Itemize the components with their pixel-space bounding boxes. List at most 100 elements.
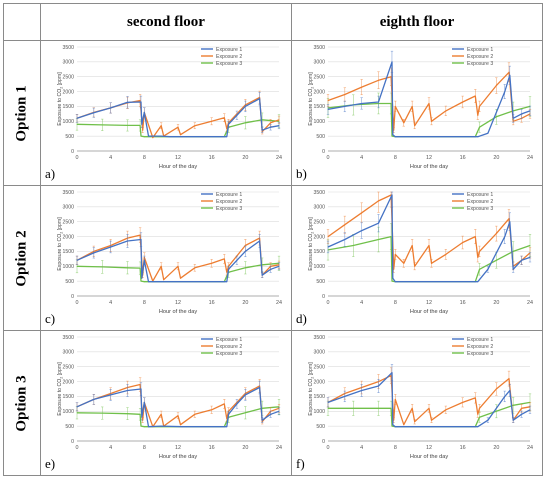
- x-tick-label: 8: [394, 300, 397, 306]
- data-point: [477, 426, 479, 428]
- series-line-exposure-2: [76, 234, 280, 282]
- row-header-option-1: Option 1: [3, 40, 41, 186]
- data-point: [140, 425, 142, 427]
- corner-cell: [3, 3, 41, 41]
- chart-panel-f: 0 500 1000 1500 2000 2500 3000 3500 0 4 8 12 16 20 24 H…: [308, 335, 533, 460]
- y-tick-label: 3500: [62, 190, 74, 196]
- row-label-option-2: Option 2: [13, 229, 30, 287]
- data-point: [428, 103, 430, 104]
- x-axis-label: Hour of the day: [159, 164, 197, 170]
- row-label-option-1: Option 1: [13, 84, 30, 142]
- x-tick-label: 4: [360, 155, 363, 161]
- x-tick-label: 4: [360, 300, 363, 306]
- data-point: [160, 135, 162, 137]
- data-point: [278, 119, 280, 121]
- x-tick-label: 24: [276, 155, 282, 161]
- data-point: [477, 114, 479, 116]
- y-tick-label: 3000: [62, 205, 74, 211]
- data-point: [428, 407, 430, 409]
- data-point: [141, 416, 143, 418]
- y-axis-label: Exposure to CO2 [ppm]: [308, 362, 314, 416]
- y-tick-label: 500: [65, 424, 74, 430]
- data-point: [143, 401, 145, 403]
- x-tick-label: 12: [426, 155, 432, 161]
- data-point: [327, 236, 329, 238]
- data-point: [378, 79, 379, 81]
- data-point: [143, 111, 145, 113]
- data-point: [180, 277, 181, 279]
- data-point: [487, 132, 489, 134]
- data-point: [361, 212, 363, 214]
- y-tick-label: 0: [71, 439, 74, 445]
- x-tick-label: 8: [143, 155, 146, 161]
- data-point: [390, 236, 392, 238]
- data-point: [244, 394, 246, 396]
- data-point: [521, 407, 523, 409]
- x-axis-label: Hour of the day: [410, 309, 448, 315]
- data-point: [477, 281, 479, 283]
- data-point: [327, 100, 329, 101]
- data-point: [495, 85, 497, 87]
- data-point: [228, 413, 229, 415]
- x-tick-label: 24: [276, 445, 282, 451]
- x-tick-label: 20: [493, 300, 499, 306]
- series-line-exposure-1: [76, 98, 280, 138]
- legend-entry: Exposure 2: [467, 199, 493, 205]
- y-tick-label: 2500: [62, 75, 74, 81]
- data-point: [344, 94, 346, 95]
- data-point: [101, 124, 103, 126]
- data-point: [148, 281, 149, 283]
- data-point: [244, 412, 246, 414]
- panel-letter-d: d): [296, 311, 307, 326]
- data-point: [474, 136, 476, 138]
- series-line-exposure-2: [76, 96, 280, 139]
- data-point: [479, 126, 480, 128]
- data-point: [101, 266, 103, 268]
- data-point: [76, 265, 78, 267]
- data-point: [226, 271, 228, 273]
- x-tick-label: 24: [527, 155, 533, 161]
- x-tick-label: 8: [394, 155, 397, 161]
- data-point: [411, 105, 413, 107]
- series-line-exposure-2: [76, 383, 280, 428]
- data-point: [474, 236, 476, 238]
- data-point: [462, 401, 464, 403]
- data-point: [278, 265, 280, 267]
- data-point: [411, 245, 413, 246]
- data-point: [211, 409, 213, 411]
- data-point: [394, 398, 396, 400]
- data-point: [390, 103, 392, 104]
- data-point: [110, 107, 112, 109]
- data-point: [270, 126, 272, 128]
- data-point: [477, 413, 479, 415]
- x-tick-label: 24: [276, 300, 282, 306]
- data-point: [512, 404, 514, 406]
- data-point: [244, 105, 246, 107]
- y-tick-label: 1000: [313, 119, 325, 125]
- panel-f-cell: 0 500 1000 1500 2000 2500 3000 3500 0 4 8 12 16 20 24 H…: [291, 330, 543, 476]
- data-point: [177, 126, 179, 128]
- data-point: [127, 240, 128, 242]
- data-point: [509, 74, 511, 76]
- data-point: [495, 388, 497, 390]
- data-point: [361, 86, 363, 88]
- data-point: [261, 419, 263, 421]
- y-tick-label: 3000: [313, 350, 325, 356]
- y-tick-label: 500: [65, 279, 74, 285]
- panel-c-cell: 0 500 1000 1500 2000 2500 3000 3500 0 4 8 12 16 20 24 H…: [40, 185, 292, 331]
- x-tick-label: 16: [460, 445, 466, 451]
- series-line-exposure-2: [327, 374, 531, 426]
- data-point: [403, 424, 405, 426]
- x-tick-label: 16: [209, 300, 215, 306]
- data-point: [521, 259, 523, 261]
- y-tick-label: 3500: [62, 45, 74, 51]
- x-tick-label: 16: [209, 155, 215, 161]
- data-point: [139, 384, 141, 385]
- data-point: [378, 200, 379, 202]
- data-point: [361, 230, 363, 232]
- y-tick-label: 1500: [313, 104, 325, 110]
- data-point: [181, 136, 183, 138]
- x-tick-label: 12: [426, 445, 432, 451]
- data-point: [352, 407, 354, 409]
- data-point: [394, 281, 396, 283]
